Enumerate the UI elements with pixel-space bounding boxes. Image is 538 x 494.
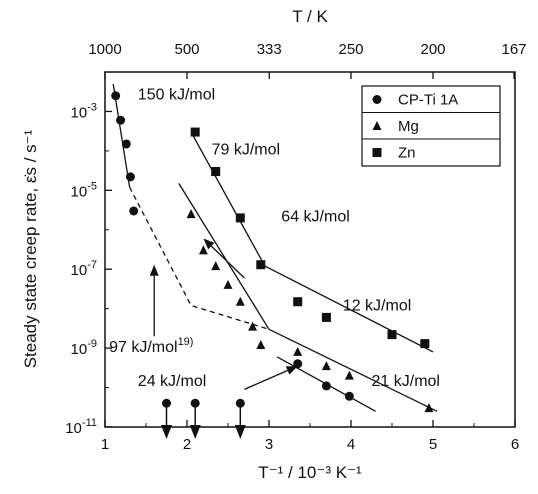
axis-ticks: 1 2 3 4 5 6 1000 500 333 250 200 167 10-11 10-9 10-7 10… bbox=[65, 41, 526, 453]
data-point-circle bbox=[125, 172, 135, 182]
data-point-circle bbox=[344, 391, 354, 401]
top-tick-label: 200 bbox=[420, 41, 445, 58]
data-point-triangle bbox=[186, 209, 196, 219]
x-tick-label: 4 bbox=[347, 436, 355, 453]
upper-limit-arrowhead bbox=[161, 425, 172, 439]
data-point-square bbox=[321, 312, 331, 322]
arrow-shaft bbox=[210, 245, 245, 279]
data-point-triangle bbox=[293, 346, 303, 356]
fit-line-3 bbox=[190, 131, 266, 267]
data-point-triangle bbox=[321, 361, 331, 371]
activation-energy-label: 97 kJ/mol19) bbox=[109, 336, 193, 356]
annotations: 150 kJ/mol 79 kJ/mol 64 kJ/mol 12 kJ/mol 97 … bbox=[109, 87, 440, 390]
legend-label: Zn bbox=[398, 145, 416, 162]
top-tick-label: 500 bbox=[174, 41, 199, 58]
activation-energy-label: 79 kJ/mol bbox=[212, 142, 280, 159]
data-point-triangle bbox=[424, 403, 434, 413]
data-point-square bbox=[190, 127, 200, 137]
x-tick-label: 5 bbox=[429, 436, 437, 453]
fit-line-6 bbox=[268, 328, 438, 412]
x-axis-title: T⁻¹ / 10⁻³ K⁻¹ bbox=[258, 463, 362, 482]
fit-line-4 bbox=[264, 265, 434, 353]
top-tick-label: 333 bbox=[257, 41, 282, 58]
top-tick-label: 1000 bbox=[88, 41, 121, 58]
top-tick-label: 167 bbox=[502, 41, 527, 58]
data-point-square bbox=[293, 297, 303, 307]
upper-limit-arrowhead bbox=[189, 425, 201, 439]
top-tick-label: 250 bbox=[338, 41, 363, 58]
arrow-head bbox=[285, 366, 298, 375]
activation-energy-label: 24 kJ/mol bbox=[138, 373, 206, 390]
data-point-triangle bbox=[223, 279, 233, 289]
legend-marker bbox=[372, 95, 382, 104]
data-point-triangle bbox=[235, 296, 245, 306]
x-tick-label: 6 bbox=[511, 436, 519, 453]
activation-energy-label: 150 kJ/mol bbox=[138, 87, 215, 104]
data-point-triangle bbox=[344, 370, 354, 380]
y-tick-label: 10-7 bbox=[71, 259, 97, 279]
arrow-shaft bbox=[244, 369, 288, 390]
legend-box bbox=[361, 85, 501, 167]
data-point-triangle bbox=[211, 261, 221, 271]
top-axis-title: T / K bbox=[292, 7, 328, 26]
data-point-circle bbox=[293, 359, 303, 369]
data-point-circle bbox=[129, 206, 139, 216]
data-point-circle bbox=[116, 115, 126, 125]
upper-limit-arrowhead bbox=[234, 425, 246, 439]
activation-energy-label: 21 kJ/mol bbox=[372, 373, 440, 390]
legend: CP-Ti 1A Mg Zn bbox=[361, 85, 501, 167]
upper-limit-point bbox=[162, 398, 171, 408]
data-point-triangle bbox=[198, 245, 208, 255]
data-point-square bbox=[387, 330, 397, 340]
upper-limit-point bbox=[190, 398, 200, 408]
upper-limit-point bbox=[235, 398, 245, 408]
y-axis-title: Steady state creep rate, ε̇s / s⁻¹ bbox=[21, 129, 40, 368]
arrow-head bbox=[203, 238, 215, 250]
data-point-square bbox=[256, 260, 266, 270]
fit-line-2 bbox=[129, 186, 270, 330]
x-tick-label: 3 bbox=[265, 436, 273, 453]
arrow-head bbox=[149, 264, 159, 276]
data-markers bbox=[111, 91, 434, 439]
legend-label: Mg bbox=[398, 118, 419, 135]
data-point-circle bbox=[121, 139, 131, 149]
data-point-circle bbox=[111, 91, 121, 101]
y-tick-label: 10-9 bbox=[71, 338, 97, 358]
legend-label: CP-Ti 1A bbox=[398, 92, 458, 109]
x-tick-label: 2 bbox=[183, 436, 191, 453]
y-tick-label: 10-3 bbox=[71, 101, 97, 121]
data-point-square bbox=[420, 339, 430, 349]
fit-line-5 bbox=[178, 183, 270, 330]
y-tick-label: 10-5 bbox=[71, 180, 97, 200]
data-point-square bbox=[211, 167, 221, 177]
fit-line-1 bbox=[112, 83, 131, 188]
data-point-circle bbox=[321, 381, 331, 391]
y-tick-label: 10-11 bbox=[65, 417, 97, 437]
data-point-triangle bbox=[248, 321, 258, 331]
legend-marker bbox=[372, 148, 382, 157]
data-point-triangle bbox=[256, 339, 266, 349]
data-point-square bbox=[235, 213, 245, 223]
annotation-arrows bbox=[149, 238, 298, 390]
activation-energy-label: 12 kJ/mol bbox=[343, 297, 411, 314]
fit-lines bbox=[112, 83, 438, 412]
activation-energy-label: 64 kJ/mol bbox=[281, 209, 349, 226]
legend-marker bbox=[372, 121, 382, 130]
x-tick-label: 1 bbox=[101, 436, 109, 453]
